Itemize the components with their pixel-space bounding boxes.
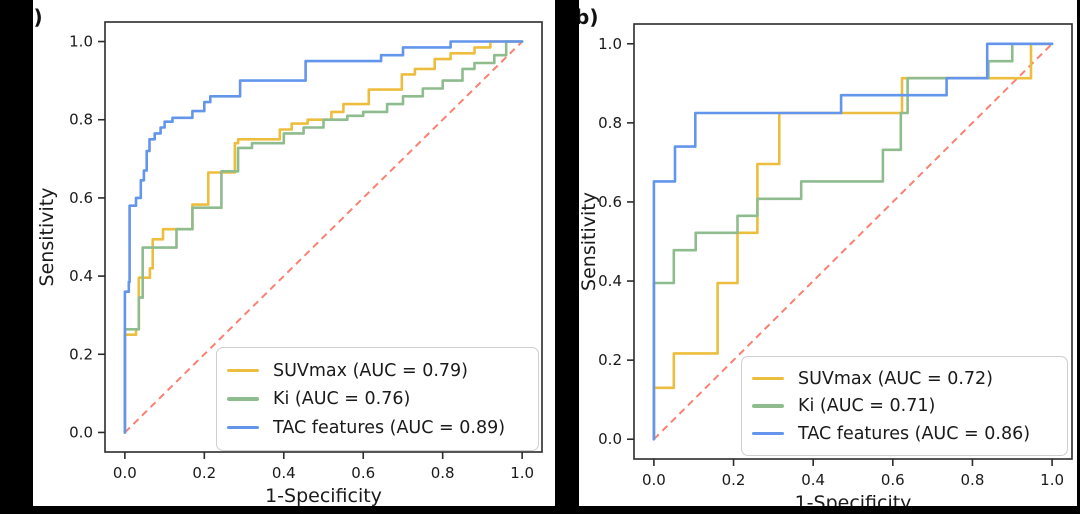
x-tick-label: 1.0	[510, 464, 534, 482]
legend-label: Ki (AUC = 0.71)	[798, 396, 936, 416]
roc-curve-tac	[123, 40, 524, 434]
panel-b: b) 0.0 0.0 0.2 0.2 0.4 0.4 0.6 0.6 0.8 0.8 1.0 1.0 1…	[579, 0, 1077, 506]
legend-item: Ki (AUC = 0.76)	[227, 389, 528, 409]
panel-label-b: b)	[579, 5, 599, 29]
legend-label: SUVmax (AUC = 0.72)	[798, 368, 993, 389]
y-tick-label: 0.6	[69, 189, 93, 207]
chance-diagonal-line	[653, 43, 1053, 440]
x-tick-label: 1.0	[1040, 471, 1064, 489]
legend-b: SUVmax (AUC = 0.72) Ki (AUC = 0.71) TAC …	[741, 356, 1068, 456]
x-axis-label: 1-Specificity	[265, 485, 382, 506]
x-tick-label: 0.4	[272, 464, 296, 482]
y-tick-label: 0.8	[598, 114, 622, 132]
x-tick-label: 0.8	[961, 471, 985, 489]
y-axis-label: Sensitivity	[579, 192, 600, 291]
legend-swatch-ki	[227, 397, 259, 401]
legend-item: TAC features (AUC = 0.89)	[227, 418, 528, 438]
legend-swatch-suvmax	[752, 376, 784, 381]
x-axis-label: 1-Specificity	[795, 492, 912, 506]
legend-item: TAC features (AUC = 0.86)	[752, 424, 1057, 444]
y-tick-label: 0.2	[69, 345, 93, 363]
y-tick-label: 0.2	[598, 351, 622, 369]
x-tick-label: 0.2	[722, 471, 746, 489]
legend-item: Ki (AUC = 0.71)	[752, 396, 1057, 416]
legend-swatch-suvmax	[227, 368, 259, 373]
x-tick-label: 0.4	[801, 471, 825, 489]
y-tick-label: 1.0	[69, 33, 93, 51]
legend-label: SUVmax (AUC = 0.79)	[273, 360, 468, 381]
roc-plot-a: 0.0 0.0 0.2 0.2 0.4 0.4 0.6 0.6 0.8 0.8 1.0 1.0 1-Sp…	[36, 21, 543, 506]
x-tick-label: 0.0	[642, 471, 666, 489]
legend-item: SUVmax (AUC = 0.79)	[227, 361, 528, 381]
legend-label: Ki (AUC = 0.76)	[273, 389, 411, 409]
legend-label: TAC features (AUC = 0.89)	[273, 417, 506, 438]
roc-curve-ki	[123, 40, 524, 434]
plot-frame	[104, 21, 543, 453]
x-tick-label: 0.6	[351, 464, 375, 482]
legend-label: TAC features (AUC = 0.86)	[798, 423, 1031, 444]
y-tick-label: 0.0	[598, 430, 622, 448]
legend-a: SUVmax (AUC = 0.79) Ki (AUC = 0.76) TAC …	[216, 347, 539, 451]
x-tick-label: 0.6	[881, 471, 905, 489]
x-tick-label: 0.0	[113, 464, 137, 482]
x-tick-label: 0.8	[431, 464, 455, 482]
y-tick-label: 1.0	[598, 35, 622, 53]
roc-curve-tac	[652, 42, 1054, 441]
plot-frame	[633, 23, 1073, 460]
y-tick-label: 0.6	[598, 193, 622, 211]
roc-curve-suvmax	[123, 40, 524, 434]
y-tick-label: 0.4	[598, 272, 622, 290]
panel-label-a: a)	[33, 5, 43, 29]
legend-swatch-tac	[752, 431, 784, 436]
chance-diagonal-line	[124, 40, 523, 434]
y-tick-label: 0.0	[69, 423, 93, 441]
legend-swatch-ki	[752, 404, 784, 408]
y-tick-label: 0.8	[69, 111, 93, 129]
y-tick-label: 0.4	[69, 267, 93, 285]
x-tick-label: 0.2	[192, 464, 216, 482]
roc-plot-b: 0.0 0.0 0.2 0.2 0.4 0.4 0.6 0.6 0.8 0.8 1.0 1.0 1-Sp…	[579, 23, 1073, 506]
legend-swatch-tac	[227, 425, 259, 430]
legend-item: SUVmax (AUC = 0.72)	[752, 369, 1057, 389]
panel-a: a) 0.0 0.0 0.2 0.2 0.4 0.4 0.6 0.6 0.8 0.8 1.0 1.0 1…	[33, 0, 555, 506]
y-axis-label: Sensitivity	[36, 188, 58, 287]
